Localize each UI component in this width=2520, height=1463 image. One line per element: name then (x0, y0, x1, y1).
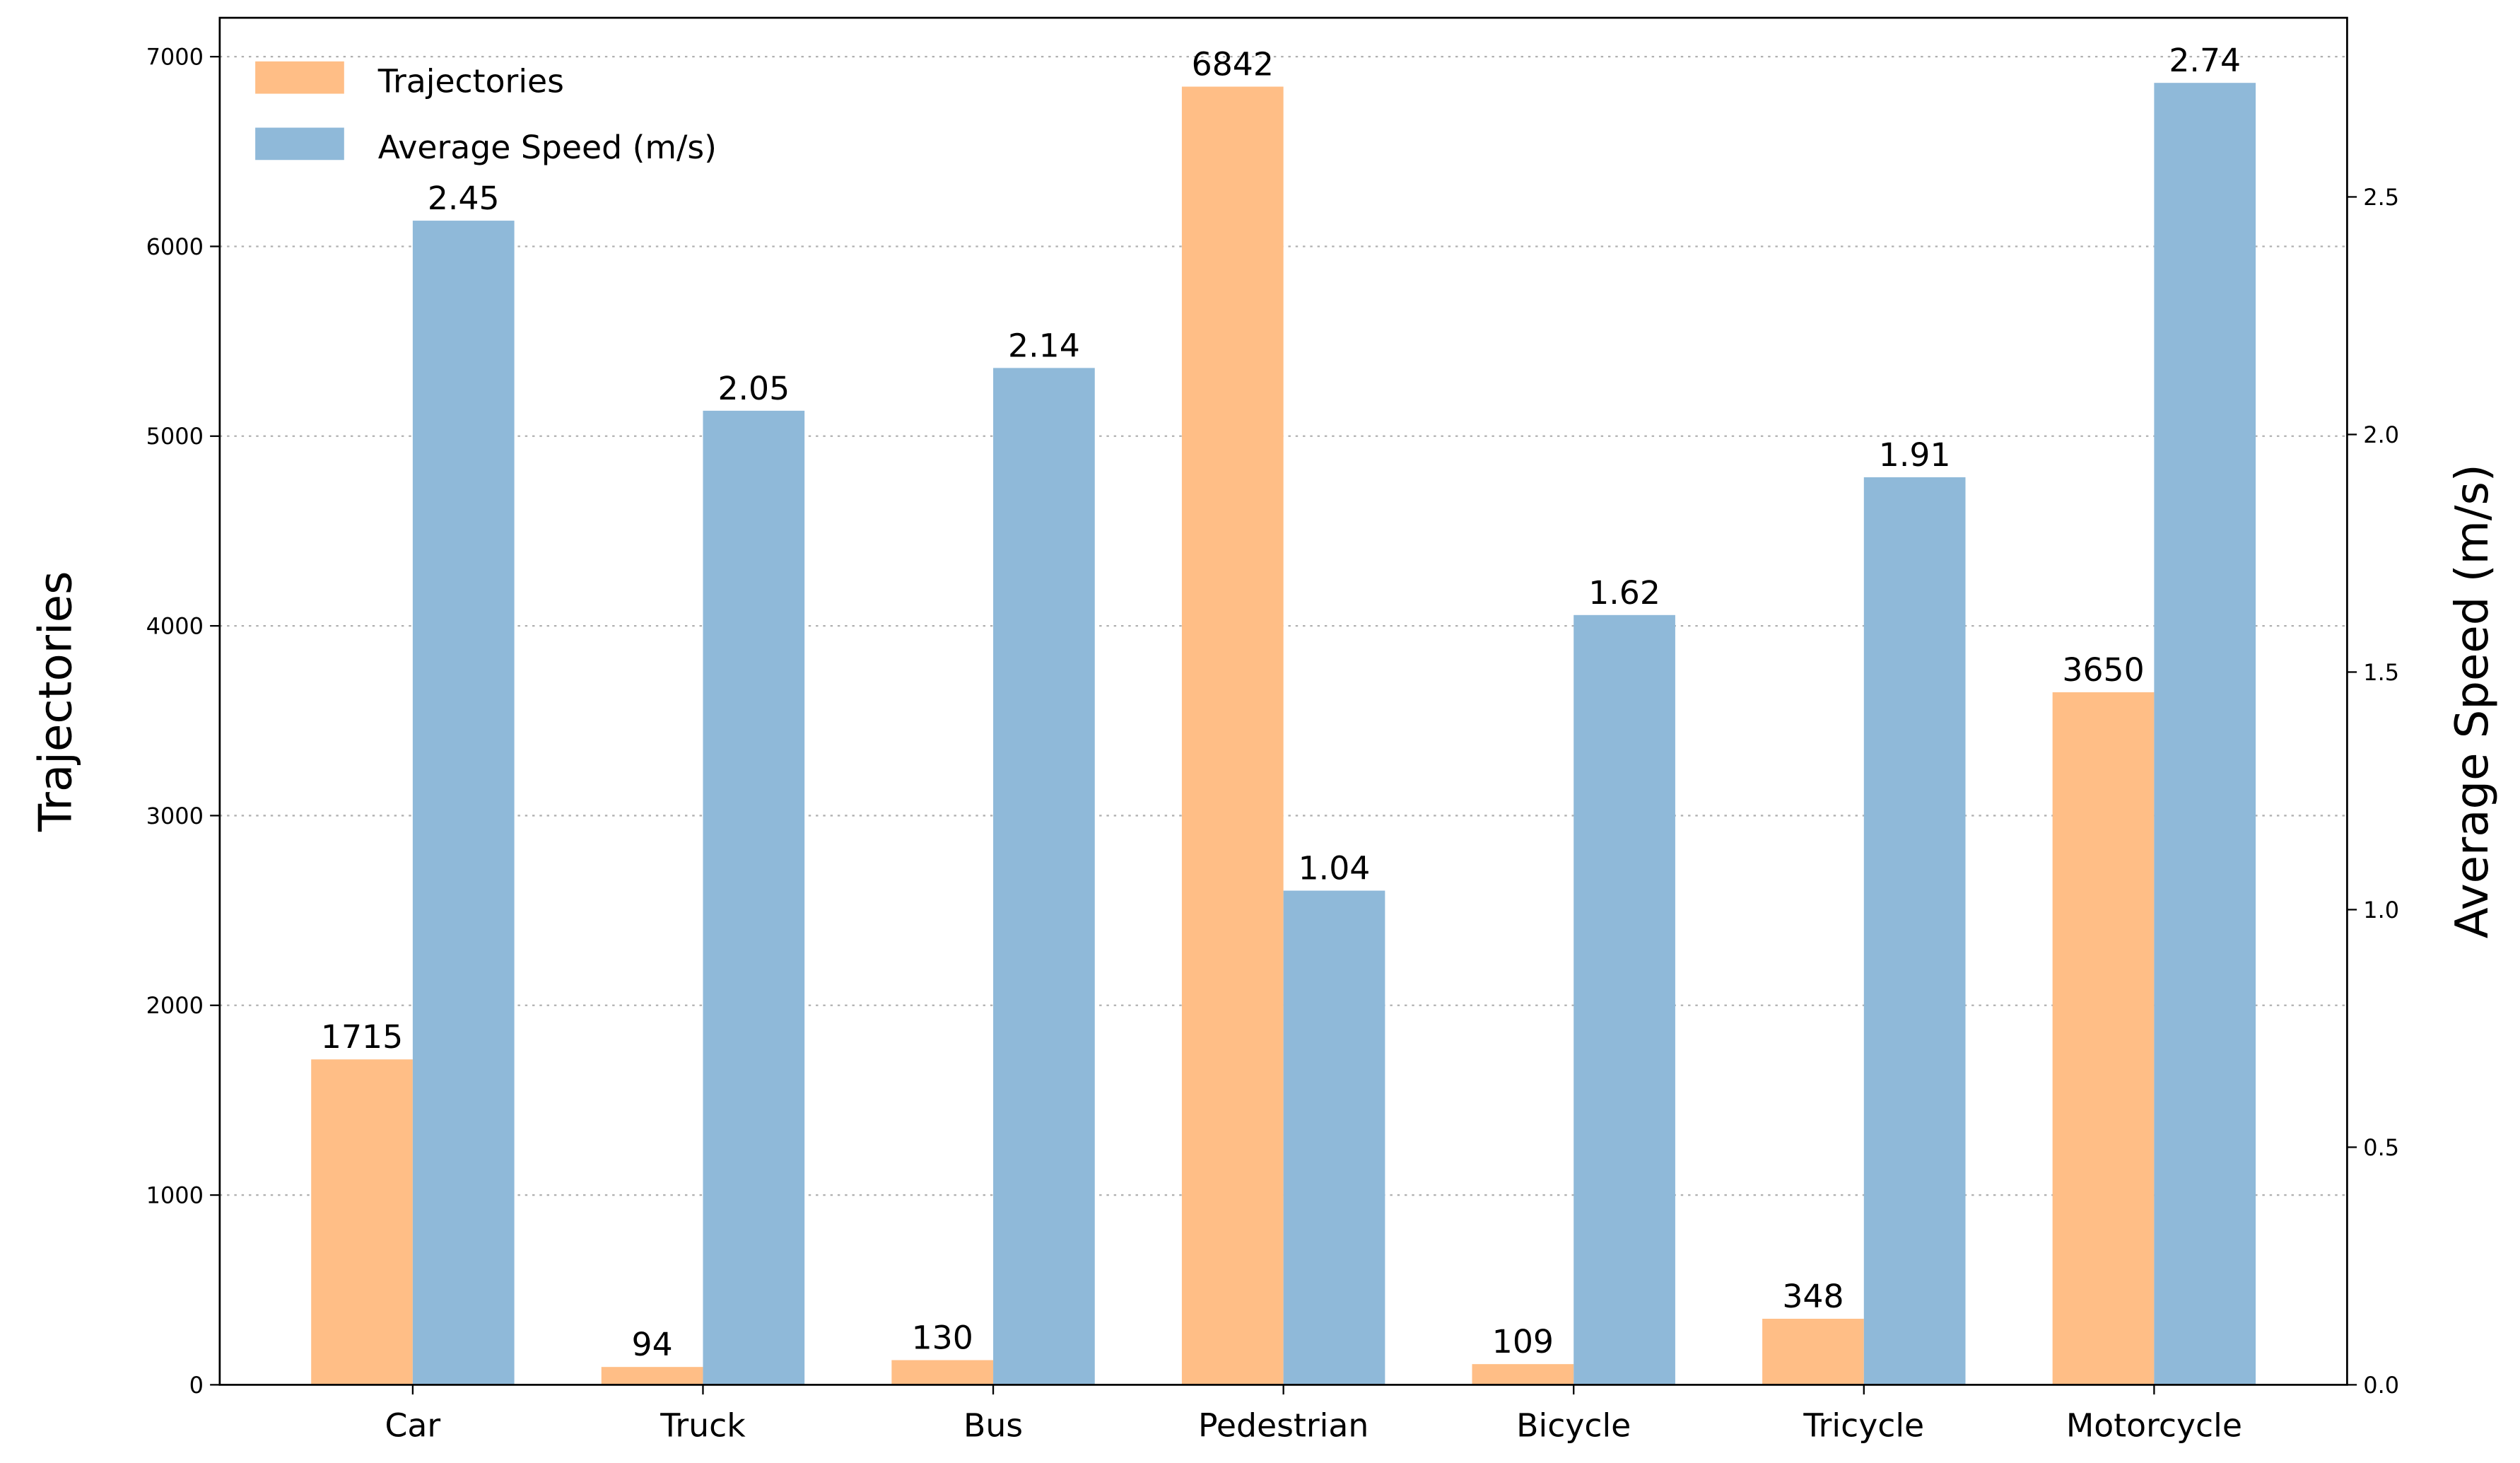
bar-trajectories (2052, 692, 2155, 1385)
data-label-speed: 2.74 (2169, 42, 2241, 79)
data-label-trajectories: 3650 (2062, 651, 2144, 689)
y-tick-label-left: 6000 (146, 233, 204, 260)
data-label-speed: 2.14 (1008, 327, 1080, 364)
x-tick-label: Bicycle (1516, 1407, 1631, 1445)
data-label-trajectories: 348 (1782, 1278, 1844, 1315)
bars (311, 83, 2256, 1385)
bar-trajectories (311, 1059, 413, 1385)
y-tick-label-left: 0 (189, 1372, 204, 1399)
bar-trajectories (1762, 1319, 1864, 1385)
x-tick-label: Bus (963, 1407, 1023, 1445)
x-axis: Car Truck Bus Pedestrian Bicycle Tricycle Moto… (385, 1385, 2242, 1445)
data-labels: 1715 2.45 94 2.05 130 2.14 6842 1.04 109 1.62 348 1… (321, 42, 2241, 1363)
data-label-trajectories: 6842 (1192, 46, 1274, 83)
bar-trajectories (891, 1360, 994, 1385)
x-tick-label: Tricycle (1803, 1407, 1924, 1445)
data-label-speed: 1.91 (1879, 436, 1951, 474)
x-tick-label: Truck (660, 1407, 746, 1445)
y-tick-label-left: 1000 (146, 1182, 204, 1209)
data-label-speed: 2.45 (428, 180, 500, 217)
legend-swatch-trajectories (255, 61, 344, 94)
x-tick-label: Pedestrian (1198, 1407, 1369, 1445)
data-label-trajectories: 1715 (321, 1018, 403, 1056)
y-tick-label-left: 7000 (146, 44, 204, 71)
bar-trajectories (1472, 1364, 1574, 1385)
x-tick-label: Car (385, 1407, 441, 1445)
data-label-trajectories: 109 (1492, 1323, 1554, 1360)
data-label-trajectories: 94 (632, 1326, 673, 1363)
y-tick-label-right: 1.0 (2363, 897, 2399, 923)
bar-speed (993, 368, 1095, 1385)
bar-trajectories (1181, 86, 1284, 1385)
left-axis-title: Trajectories (30, 571, 83, 832)
y-tick-label-left: 5000 (146, 423, 204, 450)
x-tick-label: Motorcycle (2066, 1407, 2242, 1445)
y-tick-label-left: 4000 (146, 613, 204, 640)
data-label-trajectories: 130 (912, 1319, 973, 1357)
bar-speed (703, 410, 805, 1385)
data-label-speed: 2.05 (717, 370, 790, 407)
legend: Trajectories Average Speed (m/s) (255, 61, 717, 166)
left-y-axis: 0 1000 2000 3000 4000 5000 6000 7000 (146, 44, 220, 1399)
bar-trajectories (601, 1367, 703, 1385)
data-label-speed: 1.04 (1299, 850, 1371, 887)
y-tick-label-right: 2.5 (2363, 184, 2399, 211)
data-label-speed: 1.62 (1588, 574, 1660, 612)
legend-label-speed: Average Speed (m/s) (378, 129, 717, 166)
right-axis-title: Average Speed (m/s) (2446, 464, 2499, 938)
legend-label-trajectories: Trajectories (377, 62, 564, 100)
y-tick-label-right: 1.5 (2363, 659, 2399, 686)
y-tick-label-left: 2000 (146, 992, 204, 1019)
legend-swatch-speed (255, 127, 344, 161)
bar-speed (1283, 890, 1385, 1385)
y-tick-label-right: 0.5 (2363, 1134, 2399, 1161)
right-y-axis: 0.0 0.5 1.0 1.5 2.0 2.5 (2347, 184, 2399, 1399)
y-tick-label-left: 3000 (146, 803, 204, 829)
bar-speed (1573, 614, 1675, 1385)
bar-speed (2154, 83, 2256, 1385)
y-tick-label-right: 2.0 (2363, 421, 2399, 448)
y-tick-label-right: 0.0 (2363, 1372, 2399, 1399)
bar-speed (1863, 477, 1966, 1385)
bar-speed (412, 221, 515, 1385)
